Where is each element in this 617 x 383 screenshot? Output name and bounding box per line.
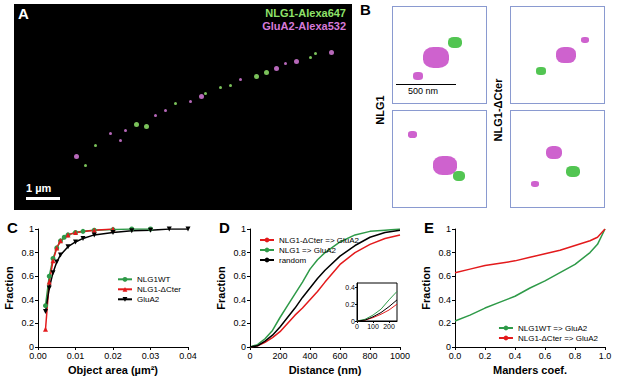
svg-text:0.6: 0.6 [539, 351, 552, 361]
svg-text:0.01: 0.01 [67, 351, 85, 361]
html-text:NLG1: NLG1 [374, 95, 386, 125]
svg-text:200: 200 [383, 323, 395, 330]
html-text:A: A [18, 5, 29, 22]
svg-text:200: 200 [272, 351, 287, 361]
svg-text:0.4: 0.4 [509, 351, 522, 361]
svg-text:E: E [424, 219, 434, 236]
svg-text:1000: 1000 [390, 351, 410, 361]
svg-text:NLG1-ΔCter: NLG1-ΔCter [137, 285, 181, 294]
svg-text:0.2: 0.2 [233, 318, 246, 328]
svg-text:0: 0 [241, 342, 246, 352]
svg-text:D: D [219, 219, 230, 236]
html-text:NLG1-ΔCter: NLG1-ΔCter [492, 78, 504, 142]
svg-text:0: 0 [351, 317, 355, 325]
svg-text:0.8: 0.8 [569, 351, 582, 361]
svg-text:Manders coef.: Manders coef. [493, 364, 567, 376]
svg-text:0.8: 0.8 [233, 248, 246, 258]
svg-text:0.00: 0.00 [29, 351, 47, 361]
svg-text:0.4: 0.4 [438, 295, 451, 305]
svg-text:NLG1 => GluA2: NLG1 => GluA2 [279, 246, 336, 255]
svg-text:NLG1WT => GluA2: NLG1WT => GluA2 [518, 324, 588, 333]
svg-text:Distance (nm): Distance (nm) [289, 364, 362, 376]
svg-text:0.6: 0.6 [21, 271, 34, 281]
svg-text:100: 100 [367, 323, 379, 330]
svg-text:0.4: 0.4 [233, 295, 246, 305]
svg-text:0.03: 0.03 [142, 351, 160, 361]
svg-text:0.2: 0.2 [345, 301, 355, 308]
svg-text:0.4: 0.4 [21, 295, 34, 305]
html-text:1 µm: 1 µm [26, 182, 52, 194]
svg-text:0.0: 0.0 [449, 351, 462, 361]
svg-text:NLG1-ΔCter => GluA2: NLG1-ΔCter => GluA2 [279, 236, 360, 245]
svg-text:1: 1 [241, 224, 246, 234]
svg-text:NLG1WT: NLG1WT [137, 275, 170, 284]
svg-text:0: 0 [355, 323, 359, 330]
svg-text:0: 0 [29, 342, 34, 352]
svg-text:0.2: 0.2 [21, 318, 34, 328]
svg-text:GluA2: GluA2 [137, 295, 160, 304]
svg-text:0: 0 [247, 351, 252, 361]
svg-text:0.8: 0.8 [438, 248, 451, 258]
svg-text:1: 1 [446, 224, 451, 234]
svg-text:NLG1-ΔCter => GluA2: NLG1-ΔCter => GluA2 [518, 334, 599, 343]
svg-text:C: C [7, 219, 18, 236]
svg-text:0: 0 [446, 342, 451, 352]
html-text:GluA2-Alexa532: GluA2-Alexa532 [262, 20, 346, 32]
svg-text:800: 800 [362, 351, 377, 361]
svg-text:Object area (µm²): Object area (µm²) [68, 364, 158, 376]
svg-text:0.6: 0.6 [233, 271, 246, 281]
svg-text:Fraction: Fraction [3, 266, 15, 310]
svg-text:Fraction: Fraction [215, 266, 227, 310]
svg-text:0.6: 0.6 [438, 271, 451, 281]
svg-text:0.2: 0.2 [479, 351, 492, 361]
svg-text:0.4: 0.4 [345, 284, 355, 291]
svg-text:0.02: 0.02 [104, 351, 122, 361]
svg-text:0.2: 0.2 [438, 318, 451, 328]
svg-text:Fraction: Fraction [420, 266, 432, 310]
svg-text:400: 400 [302, 351, 317, 361]
svg-text:1: 1 [29, 224, 34, 234]
html-text:NLG1-Alexa647: NLG1-Alexa647 [265, 7, 346, 19]
html-text:500 nm: 500 nm [408, 86, 438, 96]
svg-text:0.04: 0.04 [179, 351, 197, 361]
svg-text:600: 600 [332, 351, 347, 361]
html-text:B: B [360, 1, 371, 18]
svg-text:0.8: 0.8 [21, 248, 34, 258]
svg-text:random: random [279, 256, 306, 265]
svg-text:1.0: 1.0 [599, 351, 612, 361]
